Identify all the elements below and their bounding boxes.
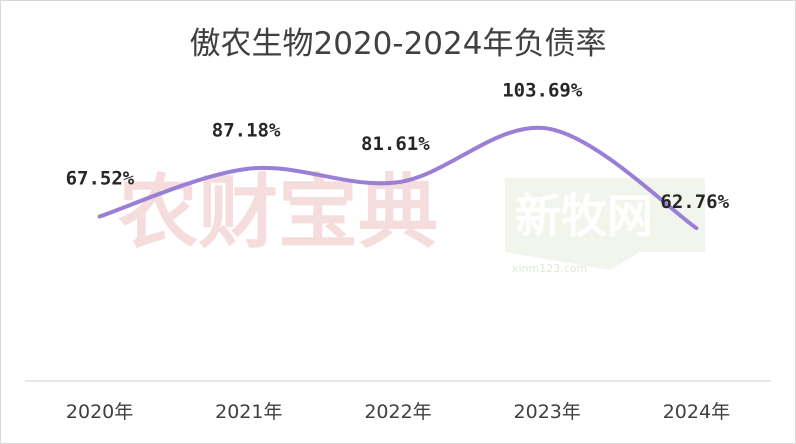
data-label-3: 81.61% <box>361 133 430 155</box>
data-label-4: 103.69% <box>502 79 583 101</box>
watermark-left: 农财宝典 <box>118 166 438 259</box>
x-tick-label-4: 2023年 <box>514 401 581 423</box>
x-tick-label-2: 2021年 <box>215 401 282 423</box>
series-line <box>97 125 699 231</box>
watermark-right: 新牧网 xinm123.com <box>505 178 705 275</box>
data-label-2: 87.18% <box>212 120 281 142</box>
x-tick-label-3: 2022年 <box>364 401 431 423</box>
data-label-1: 67.52% <box>66 168 135 190</box>
watermark-right-url: xinm123.com <box>512 262 587 275</box>
x-tick-label-1: 2020年 <box>66 401 133 423</box>
chart-title: 傲农生物2020-2024年负债率 <box>189 26 607 62</box>
x-tick-label-5: 2024年 <box>663 401 730 423</box>
watermark-right-text: 新牧网 <box>515 189 653 243</box>
data-label-5: 62.76% <box>660 191 729 213</box>
